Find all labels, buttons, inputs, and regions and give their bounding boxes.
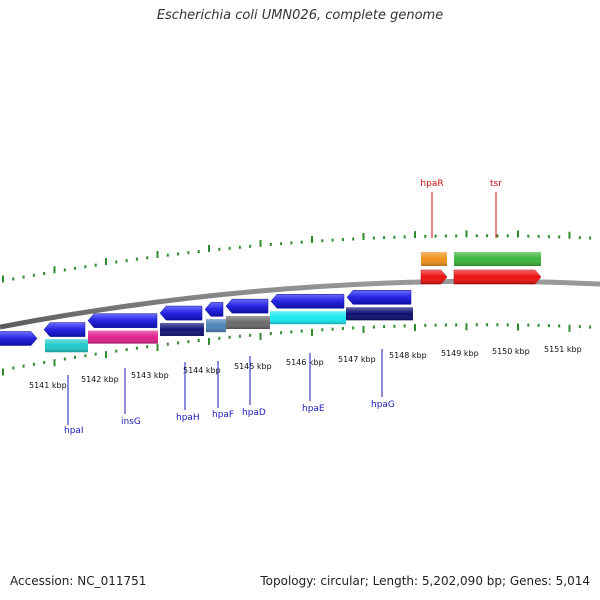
position-label: 5144 kbp [183, 366, 221, 375]
gene-block-shading [226, 316, 270, 330]
gene-label-insg[interactable]: insG [121, 417, 141, 427]
gene-label-tsr[interactable]: tsr [490, 179, 502, 189]
forward-strand-genes [0, 290, 412, 346]
genome-summary: Topology: circular; Length: 5,202,090 bp… [260, 574, 590, 588]
gene-block-shading [88, 330, 158, 344]
position-label: 5147 kbp [338, 355, 376, 364]
gene-label-hpad[interactable]: hpaD [242, 408, 266, 418]
gene-label-hpaf[interactable]: hpaF [212, 410, 234, 420]
forward-gene[interactable] [159, 305, 203, 321]
gene-arrow-shading [454, 270, 541, 284]
gene-label-hpai[interactable]: hpaI [64, 426, 84, 436]
forward-gene[interactable] [43, 322, 86, 337]
gene-block-shading [160, 322, 204, 336]
forward-gene[interactable] [87, 313, 158, 328]
forward-gene[interactable] [204, 302, 224, 317]
position-label: 5142 kbp [81, 375, 119, 384]
gene-block-shading [45, 339, 88, 353]
position-label: 5141 kbp [29, 381, 67, 390]
position-label: 5145 kbp [234, 362, 272, 371]
forward-gene[interactable] [270, 293, 345, 309]
gene-block-shading [454, 252, 541, 266]
position-label: 5149 kbp [441, 349, 479, 358]
position-label: 5146 kbp [286, 358, 324, 367]
position-labels: 5141 kbp 5142 kbp 5143 kbp 5144 kbp 5145 kbp… [29, 345, 582, 390]
gene-block-shading [421, 252, 447, 266]
gene-block-shading [270, 311, 346, 325]
gene-label-hpar[interactable]: hpaR [420, 179, 443, 189]
gene-block-shading [206, 319, 226, 333]
upper-gene-track: hpaR tsr [420, 179, 542, 285]
position-label: 5151 kbp [544, 345, 582, 354]
position-label: 5150 kbp [492, 347, 530, 356]
forward-gene[interactable] [225, 298, 269, 314]
gene-arrow-shading [421, 270, 447, 284]
forward-gene[interactable] [346, 290, 412, 305]
lower-gene-track: hpaI insG hpaH hpaF hpaD hpaE hpaG [45, 307, 413, 436]
lower-scale-ticks [2, 323, 592, 376]
gene-label-hpah[interactable]: hpaH [176, 413, 200, 423]
accession-label: Accession: NC_011751 [10, 574, 147, 588]
gene-block-shading [346, 307, 413, 321]
forward-gene[interactable] [0, 331, 38, 346]
position-label: 5148 kbp [389, 351, 427, 360]
upper-scale-ticks [2, 230, 592, 283]
gene-label-hpae[interactable]: hpaE [302, 404, 325, 414]
map-title: Escherichia coli UMN026, complete genome [156, 8, 444, 23]
gene-label-hpag[interactable]: hpaG [371, 400, 395, 410]
position-label: 5143 kbp [131, 371, 169, 380]
